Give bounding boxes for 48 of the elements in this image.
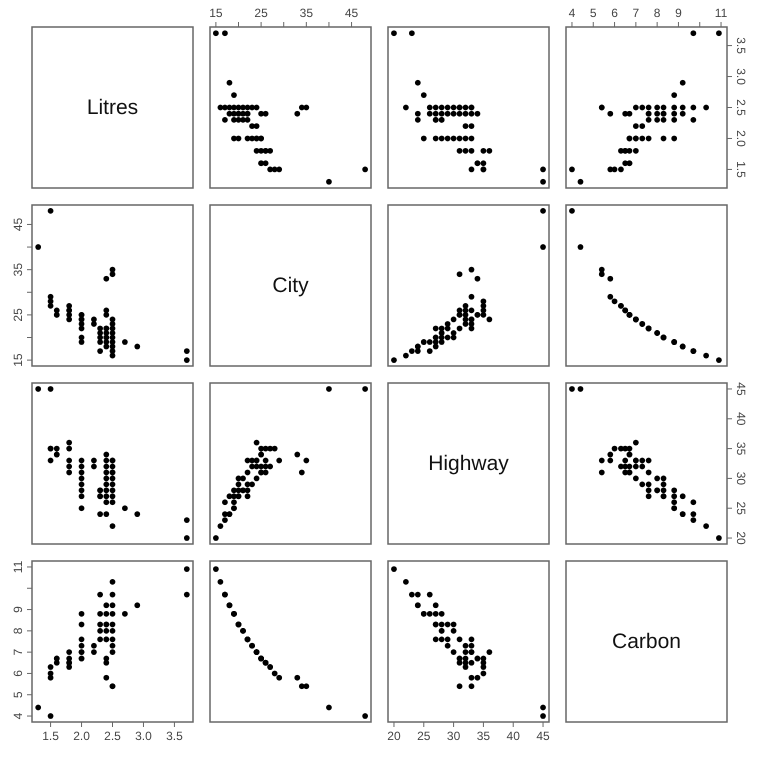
y-tick-label: 5 [11, 691, 25, 698]
x-tick-label: 3.5 [166, 729, 184, 743]
y-tick-label: 1.5 [734, 161, 748, 178]
y-tick-label: 3.5 [734, 37, 748, 54]
x-tick-label: 45 [536, 729, 550, 743]
y-tick-label: 25 [734, 502, 748, 516]
x-tick-label: 9 [675, 6, 682, 20]
x-tick-label: 8 [654, 6, 661, 20]
x-tick-label: 15 [209, 6, 223, 20]
y-tick-label: 2.5 [734, 99, 748, 116]
x-tick-label: 45 [344, 6, 359, 20]
text: Litres [86, 96, 138, 119]
y-tick-label: 8 [11, 627, 25, 634]
x-tick-label: 3.0 [135, 729, 152, 743]
y-tick-label: 7 [11, 648, 25, 656]
x-tick-label: 20 [387, 729, 401, 743]
x-tick-label: 2.0 [73, 729, 90, 743]
x-tick-label: 35 [300, 6, 314, 20]
x-tick-label: 11 [714, 6, 728, 20]
x-tick-label: 25 [417, 729, 431, 743]
y-tick-label: 30 [734, 472, 748, 486]
x-tick-label: 30 [446, 729, 461, 743]
y-tick-label: 45 [734, 382, 748, 396]
text: City [272, 274, 310, 297]
y-tick-label: 4 [11, 712, 25, 720]
y-tick-label: 9 [11, 606, 25, 613]
y-tick-label: 3.0 [734, 68, 748, 86]
y-tick-label: 6 [11, 670, 25, 677]
x-tick-label: 25 [254, 6, 268, 20]
x-tick-label: 40 [506, 729, 520, 743]
text: Carbon [612, 630, 681, 653]
x-tick-label: 35 [476, 729, 490, 743]
x-tick-label: 6 [611, 6, 618, 20]
y-tick-label: 11 [11, 560, 25, 574]
x-tick-label: 5 [590, 6, 597, 20]
x-tick-label: 1.5 [42, 729, 60, 743]
y-tick-label: 45 [11, 217, 25, 232]
y-tick-label: 35 [11, 262, 25, 276]
y-tick-label: 35 [734, 442, 748, 456]
y-tick-label: 2.0 [734, 130, 748, 148]
y-tick-label: 40 [734, 412, 748, 426]
x-tick-label: 7 [632, 6, 640, 20]
x-tick-label: 2.5 [104, 729, 122, 743]
y-tick-label: 15 [11, 353, 25, 367]
y-tick-label: 25 [11, 308, 25, 322]
text: Highway [428, 452, 510, 475]
x-tick-label: 4 [568, 6, 576, 20]
y-tick-label: 20 [734, 531, 748, 546]
